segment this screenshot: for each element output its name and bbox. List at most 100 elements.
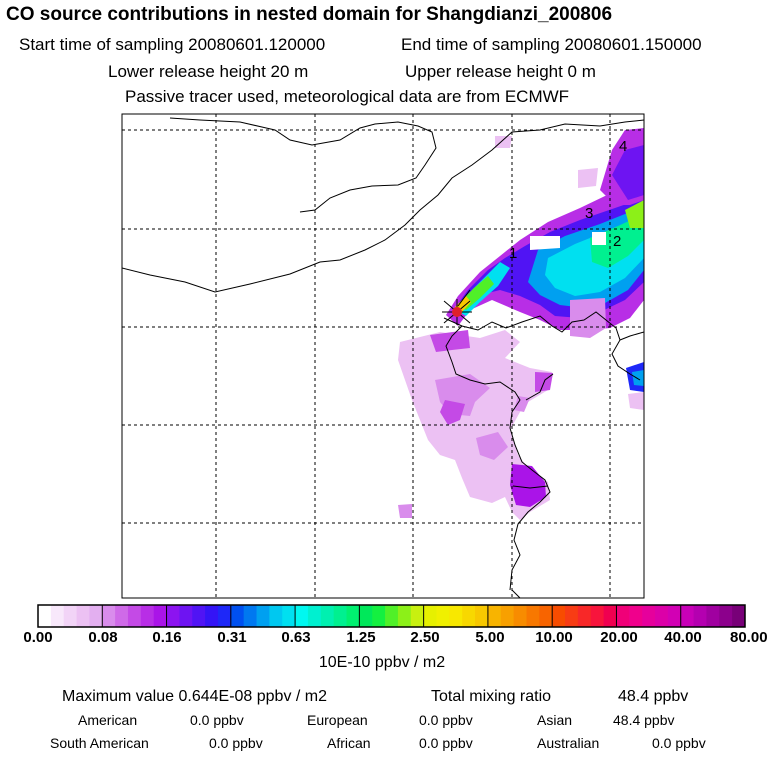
- colorbar-label: 0.31: [217, 629, 247, 646]
- colorbar-cell: [230, 605, 245, 627]
- region-name: African: [327, 735, 371, 751]
- colorbar-cell: [462, 605, 476, 627]
- colorbar-cell: [629, 605, 643, 627]
- region-value: 0.0 ppbv: [419, 712, 473, 728]
- total-mixing-value: 48.4 ppbv: [618, 688, 689, 705]
- colorbar-cell: [385, 605, 399, 627]
- colorbar-cell: [397, 605, 412, 627]
- colorbar-cell: [38, 605, 52, 627]
- colorbar-cell: [590, 605, 605, 627]
- colorbar-cell: [706, 605, 720, 627]
- colorbar-label: 0.63: [281, 629, 311, 646]
- colorbar-cell: [603, 605, 617, 627]
- colorbar-cell: [179, 605, 193, 627]
- colorbar-cell: [667, 605, 682, 627]
- colorbar-cell: [256, 605, 270, 627]
- colorbar-label: 0.00: [23, 629, 53, 646]
- colorbar-label: 2.50: [410, 629, 440, 646]
- region-name: Australian: [537, 735, 600, 751]
- colorbar-cell: [205, 605, 219, 627]
- colorbar-cell: [243, 605, 258, 627]
- colorbar-label: 80.00: [730, 629, 768, 646]
- colorbar-cell: [269, 605, 283, 627]
- lower-release-label: Lower release height 20 m: [108, 62, 309, 81]
- total-mixing-label: Total mixing ratio: [431, 688, 552, 705]
- colorbar-cell: [680, 605, 695, 627]
- colorbar-cell: [577, 605, 592, 627]
- region-value: 0.0 ppbv: [190, 712, 244, 728]
- colorbar-label: 5.00: [475, 629, 505, 646]
- colorbar-cell: [526, 605, 540, 627]
- region-name: Asian: [537, 712, 573, 728]
- region-name: European: [307, 712, 368, 728]
- start-time-label: Start time of sampling 20080601.120000: [19, 35, 326, 54]
- trajectory-marker-4: 4: [619, 138, 627, 155]
- region-value: 0.0 ppbv: [209, 735, 263, 751]
- colorbar-label: 10.00: [535, 629, 573, 646]
- colorbar-cell: [655, 605, 669, 627]
- region-value: 48.4 ppbv: [613, 712, 675, 728]
- region-name: South American: [50, 735, 149, 751]
- region-value: 0.0 ppbv: [652, 735, 706, 751]
- colorbar-cell: [539, 605, 553, 627]
- colorbar-cell: [552, 605, 566, 627]
- colorbar-cell: [475, 605, 489, 627]
- end-time-label: End time of sampling 20080601.150000: [401, 35, 702, 54]
- concentration-plume: [398, 128, 644, 520]
- colorbar-cell: [102, 605, 116, 627]
- colorbar-cell: [693, 605, 707, 627]
- colorbar-cell: [616, 605, 630, 627]
- trajectory-marker-3: 3: [585, 205, 593, 222]
- region-value: 0.0 ppbv: [419, 735, 473, 751]
- colorbar-cell: [346, 605, 360, 627]
- colorbar-label: 1.25: [346, 629, 376, 646]
- colorbar-cell: [732, 605, 746, 627]
- colorbar-cell: [500, 605, 515, 627]
- colorbar-cell: [217, 605, 232, 627]
- colorbar-cell: [307, 605, 322, 627]
- colorbar-cell: [192, 605, 206, 627]
- colorbar-cell: [166, 605, 180, 627]
- colorbar-cell: [153, 605, 168, 627]
- colorbar-label: 40.00: [664, 629, 702, 646]
- graticule: [122, 114, 644, 598]
- colorbar-cell: [76, 605, 90, 627]
- colorbar-cell: [127, 605, 142, 627]
- colorbar-label: 0.08: [88, 629, 118, 646]
- colorbar-cell: [115, 605, 129, 627]
- trajectory-marker-1: 1: [509, 245, 517, 262]
- colorbar-cell: [359, 605, 373, 627]
- colorbar-cell: [436, 605, 450, 627]
- colorbar-label: 20.00: [600, 629, 638, 646]
- colorbar-cell: [63, 605, 78, 627]
- colorbar-frame: [37, 604, 746, 628]
- upper-release-label: Upper release height 0 m: [405, 62, 596, 81]
- colorbar-cell: [372, 605, 386, 627]
- colorbar-cell: [295, 605, 309, 627]
- colorbar-cell: [50, 605, 65, 627]
- receptor-marker: [442, 299, 472, 325]
- colorbar-cell: [89, 605, 103, 627]
- colorbar-cell: [565, 605, 579, 627]
- colorbar-cell: [449, 605, 463, 627]
- colorbar-cell: [333, 605, 348, 627]
- coastlines: [122, 117, 644, 598]
- map-frame: [121, 113, 645, 599]
- colorbar-cell: [487, 605, 502, 627]
- colorbar-cell: [513, 605, 527, 627]
- figure-title: CO source contributions in nested domain…: [6, 4, 613, 25]
- max-value-label: Maximum value 0.644E-08 ppbv / m2: [62, 688, 328, 705]
- colorbar-cell: [410, 605, 425, 627]
- colorbar-label: 0.16: [152, 629, 182, 646]
- colorbar-cell: [642, 605, 656, 627]
- trajectory-marker-2: 2: [613, 233, 621, 250]
- tracer-note: Passive tracer used, meteorological data…: [125, 87, 570, 106]
- colorbar-cell: [423, 605, 437, 627]
- colorbar-cell: [140, 605, 155, 627]
- colorbar-cell: [320, 605, 335, 627]
- region-name: American: [78, 712, 138, 728]
- colorbar-units: 10E-10 ppbv / m2: [318, 654, 446, 671]
- colorbar-cell: [719, 605, 733, 627]
